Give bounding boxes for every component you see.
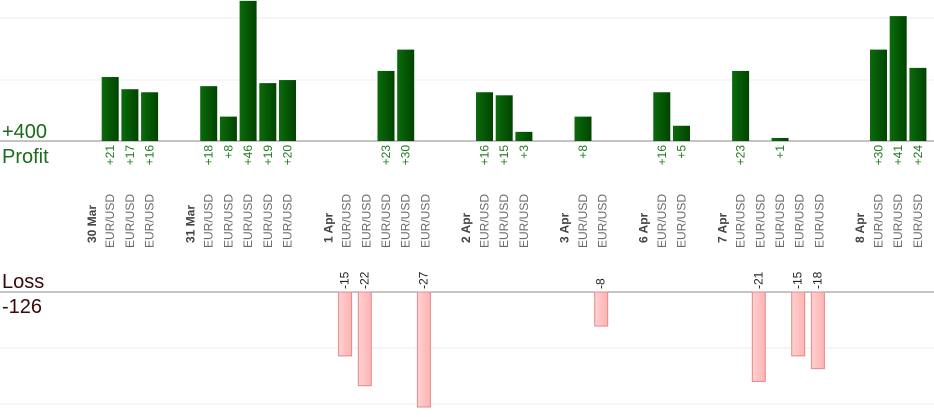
pair-label: EUR/USD	[359, 194, 373, 248]
pair-label: EUR/USD	[812, 194, 826, 248]
loss-bar	[338, 291, 353, 357]
date-label: 6 Apr	[636, 212, 650, 243]
profit-value-label: +21	[103, 145, 117, 166]
date-label: 7 Apr	[715, 212, 729, 243]
profit-bar	[673, 125, 690, 141]
loss-label: Loss	[2, 271, 44, 293]
loss-value-label: -8	[594, 278, 608, 289]
profit-value-label: +1	[773, 145, 787, 159]
profit-bar	[515, 131, 533, 141]
profit-value-label: +19	[261, 145, 275, 166]
loss-bar	[791, 291, 806, 357]
profit-value-label: +20	[281, 145, 295, 166]
loss-value-label: -18	[810, 271, 824, 289]
profit-bar	[200, 86, 218, 141]
pair-label: EUR/USD	[773, 194, 787, 248]
profit-label: Profit	[2, 146, 49, 168]
pair-label: EUR/USD	[734, 194, 748, 248]
pair-label: EUR/USD	[281, 194, 295, 248]
pair-label: EUR/USD	[241, 194, 255, 248]
profit-value-label: +3	[517, 145, 531, 159]
loss-bar	[594, 291, 609, 327]
profit-bar	[279, 80, 296, 141]
profit-bar	[219, 116, 237, 141]
pair-label: EUR/USD	[872, 194, 886, 248]
pair-label: EUR/USD	[911, 194, 925, 248]
profit-value-label: +30	[872, 145, 886, 166]
profit-value-label: +8	[221, 145, 235, 159]
profit-value-label: +46	[241, 145, 255, 166]
pair-label: EUR/USD	[576, 194, 590, 248]
pair-label: EUR/USD	[399, 194, 413, 248]
pair-label: EUR/USD	[221, 194, 235, 248]
profit-bar	[909, 67, 927, 141]
profit-bar	[121, 89, 139, 141]
profit-bar	[495, 95, 513, 141]
date-label: 1 Apr	[321, 212, 335, 243]
profit-bar	[870, 49, 887, 141]
pair-label: EUR/USD	[675, 194, 689, 248]
profit-bar	[653, 92, 671, 141]
date-label: 31 Mar	[183, 205, 197, 243]
pair-label: EUR/USD	[379, 194, 393, 248]
pair-label: EUR/USD	[340, 194, 354, 248]
pair-label: EUR/USD	[143, 194, 157, 248]
profit-value-label: +24	[911, 145, 925, 166]
pair-label: EUR/USD	[793, 194, 807, 248]
pair-label: EUR/USD	[655, 194, 669, 248]
profit-bar	[259, 83, 277, 141]
loss-value-label: -27	[416, 271, 430, 289]
profit-bar	[771, 137, 789, 141]
pair-label: EUR/USD	[261, 194, 275, 248]
date-label: 2 Apr	[459, 212, 473, 243]
pair-label: EUR/USD	[517, 194, 531, 248]
profit-bar	[377, 70, 395, 141]
pair-label: EUR/USD	[497, 194, 511, 248]
profit-value-label: +15	[497, 145, 511, 166]
loss-bar	[810, 291, 825, 370]
profit-bar	[397, 49, 415, 141]
profit-bar	[574, 116, 592, 141]
date-label: 3 Apr	[558, 212, 572, 243]
profit-value-label: +41	[891, 145, 905, 166]
profit-value-label: +16	[655, 145, 669, 166]
loss-total: -126	[2, 296, 42, 318]
profit-bar	[101, 77, 119, 141]
pair-label: EUR/USD	[418, 194, 432, 248]
pair-label: EUR/USD	[891, 194, 905, 248]
loss-value-label: -21	[751, 271, 765, 289]
date-label: 30 Mar	[85, 205, 99, 243]
pair-label: EUR/USD	[753, 194, 767, 248]
profit-bar	[239, 0, 257, 142]
profit-value-label: +18	[202, 145, 216, 166]
profit-value-label: +8	[576, 145, 590, 159]
loss-bar	[416, 291, 431, 408]
profit-bar	[889, 16, 907, 141]
pair-label: EUR/USD	[103, 194, 117, 248]
loss-value-label: -15	[338, 271, 352, 289]
pair-label: EUR/USD	[123, 194, 137, 248]
profit-value-label: +23	[734, 145, 748, 166]
grid-lines	[0, 17, 934, 405]
profit-value-label: +16	[478, 145, 492, 166]
profit-bar	[732, 70, 750, 141]
loss-value-label: -22	[357, 271, 371, 289]
date-label: 8 Apr	[853, 212, 867, 243]
loss-bar	[751, 291, 766, 382]
profit-bar	[476, 92, 493, 141]
loss-value-label: -15	[791, 271, 805, 289]
profit-value-label: +30	[399, 145, 413, 166]
profit-value-label: +23	[379, 145, 393, 166]
pair-label: EUR/USD	[202, 194, 216, 248]
pair-label: EUR/USD	[596, 194, 610, 248]
loss-bar	[357, 291, 372, 387]
profit-value-label: +16	[143, 145, 157, 166]
pair-label: EUR/USD	[478, 194, 492, 248]
profit-bar	[141, 92, 159, 141]
profit-value-label: +5	[675, 145, 689, 159]
profit-total: +400	[2, 121, 47, 143]
profit-value-label: +17	[123, 145, 137, 166]
